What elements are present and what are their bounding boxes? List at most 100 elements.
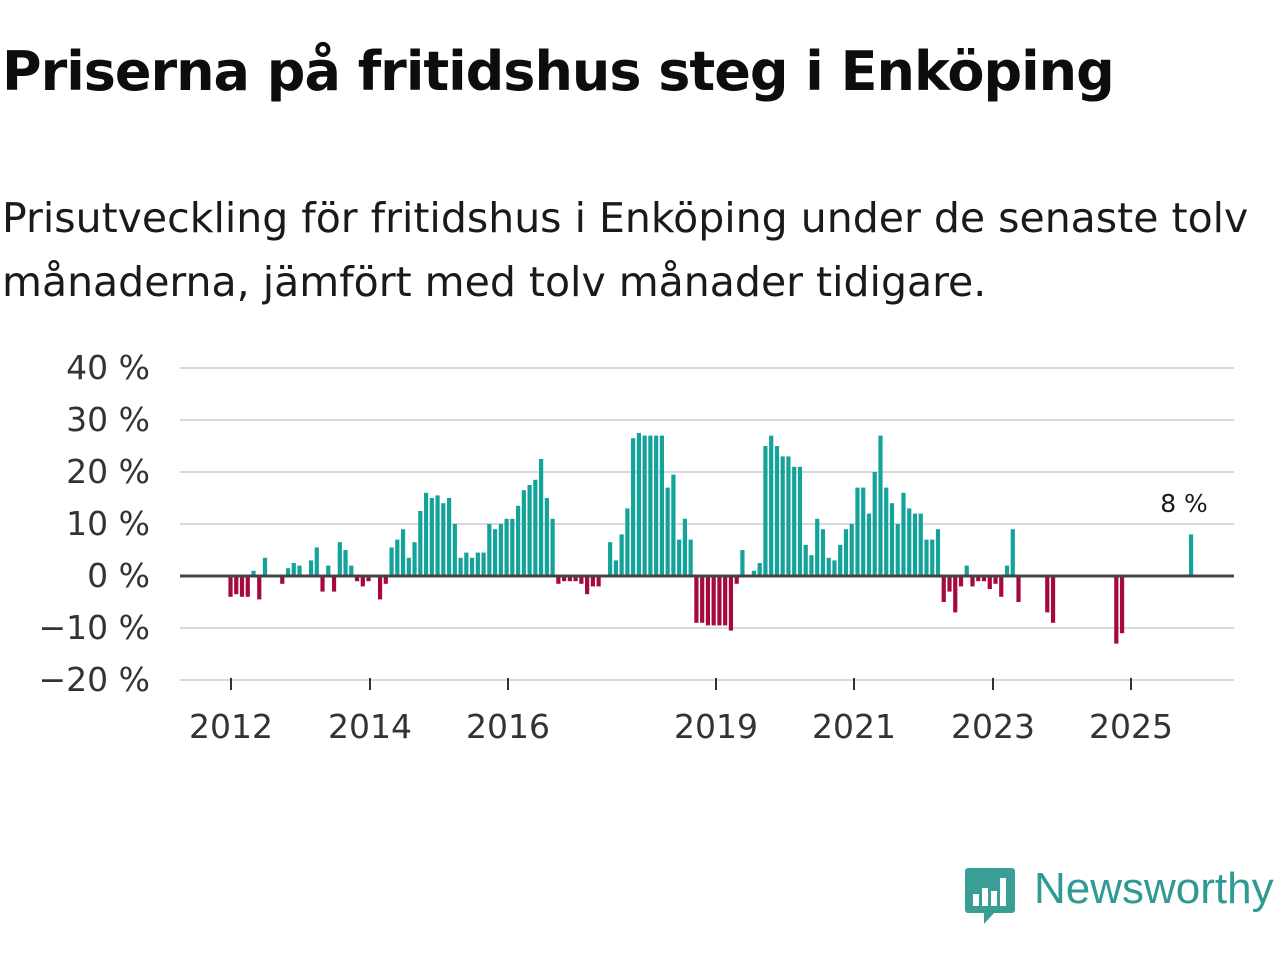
bar [861,487,866,576]
bar [740,550,745,576]
bar [400,529,406,576]
bar [285,568,291,576]
bar [550,518,555,576]
bar [838,544,843,576]
bar [1045,576,1050,613]
bar [826,557,831,576]
bar [469,557,475,576]
bar [694,576,699,623]
bar [395,539,400,576]
bar [262,557,268,576]
bar [809,555,814,576]
y-tick-label: 0 % [87,556,150,595]
bar [406,557,411,576]
bar [648,435,653,576]
bar [941,576,946,602]
bar [970,576,975,587]
bar [843,529,849,576]
bar [930,539,935,576]
latest-value-annotation: 8 % [1160,489,1208,518]
bar [412,542,417,576]
bar [234,576,239,595]
bar [492,529,498,576]
bar [734,576,739,584]
y-tick-label: 20 % [66,452,150,491]
bar [820,529,826,576]
bar [786,456,791,576]
bar [245,576,250,597]
bar [797,466,803,576]
x-tick-label: 2014 [328,707,412,746]
bar [711,576,716,626]
bar [1188,534,1194,576]
bar [326,565,331,576]
bar [613,560,618,576]
bar [585,576,590,595]
bar [446,498,452,576]
bar [596,576,601,587]
bar [884,487,889,576]
bar [849,524,854,576]
bar [280,576,285,584]
bar [533,479,538,576]
bar [993,576,998,584]
bar [579,576,584,584]
bar [573,576,578,582]
bar [878,435,883,576]
bar [751,570,757,576]
bar [895,524,900,576]
bar [297,565,302,576]
y-tick-label: 30 % [66,400,150,439]
bar [924,539,929,576]
bar [636,433,641,576]
bar [308,560,314,576]
bar [1114,576,1119,644]
x-tick-label: 2012 [189,707,273,746]
bar [458,557,463,576]
bar [935,529,941,576]
bar [527,485,532,576]
bar [803,544,808,576]
bar [901,492,906,576]
bar [1016,576,1021,602]
bar [590,576,595,587]
bar [429,498,434,576]
bar [682,518,688,576]
bar [642,435,647,576]
x-tick-label: 2019 [674,707,758,746]
bar [688,539,693,576]
y-axis-labels: −20 % −10 % 0 % 10 % 20 % 30 % 40 % [39,348,151,699]
bar [792,466,797,576]
bar [343,550,348,576]
bar [389,547,394,576]
bar [251,570,256,576]
bar [331,576,337,592]
bar [314,547,319,576]
bar [705,576,711,626]
bar [757,563,762,576]
bar [423,492,429,576]
bar [544,498,549,576]
bar [780,456,785,576]
bar [349,565,354,576]
bar [987,576,992,589]
bar [510,518,515,576]
bar [889,503,895,576]
bar [539,459,544,576]
bar [1010,529,1015,576]
bar [700,576,705,623]
bar [866,513,872,576]
bar [976,576,981,582]
bar [291,563,296,576]
bar [631,438,636,576]
bar [556,576,561,584]
bar [320,576,325,592]
bar [366,576,371,582]
bar [659,435,664,576]
bar [654,435,659,576]
bar [377,576,383,600]
x-tick-label: 2016 [466,707,550,746]
bar [912,513,918,576]
bar [763,446,768,576]
chart-subtitle: Prisutveckling för fritidshus i Enköping… [2,194,1249,306]
